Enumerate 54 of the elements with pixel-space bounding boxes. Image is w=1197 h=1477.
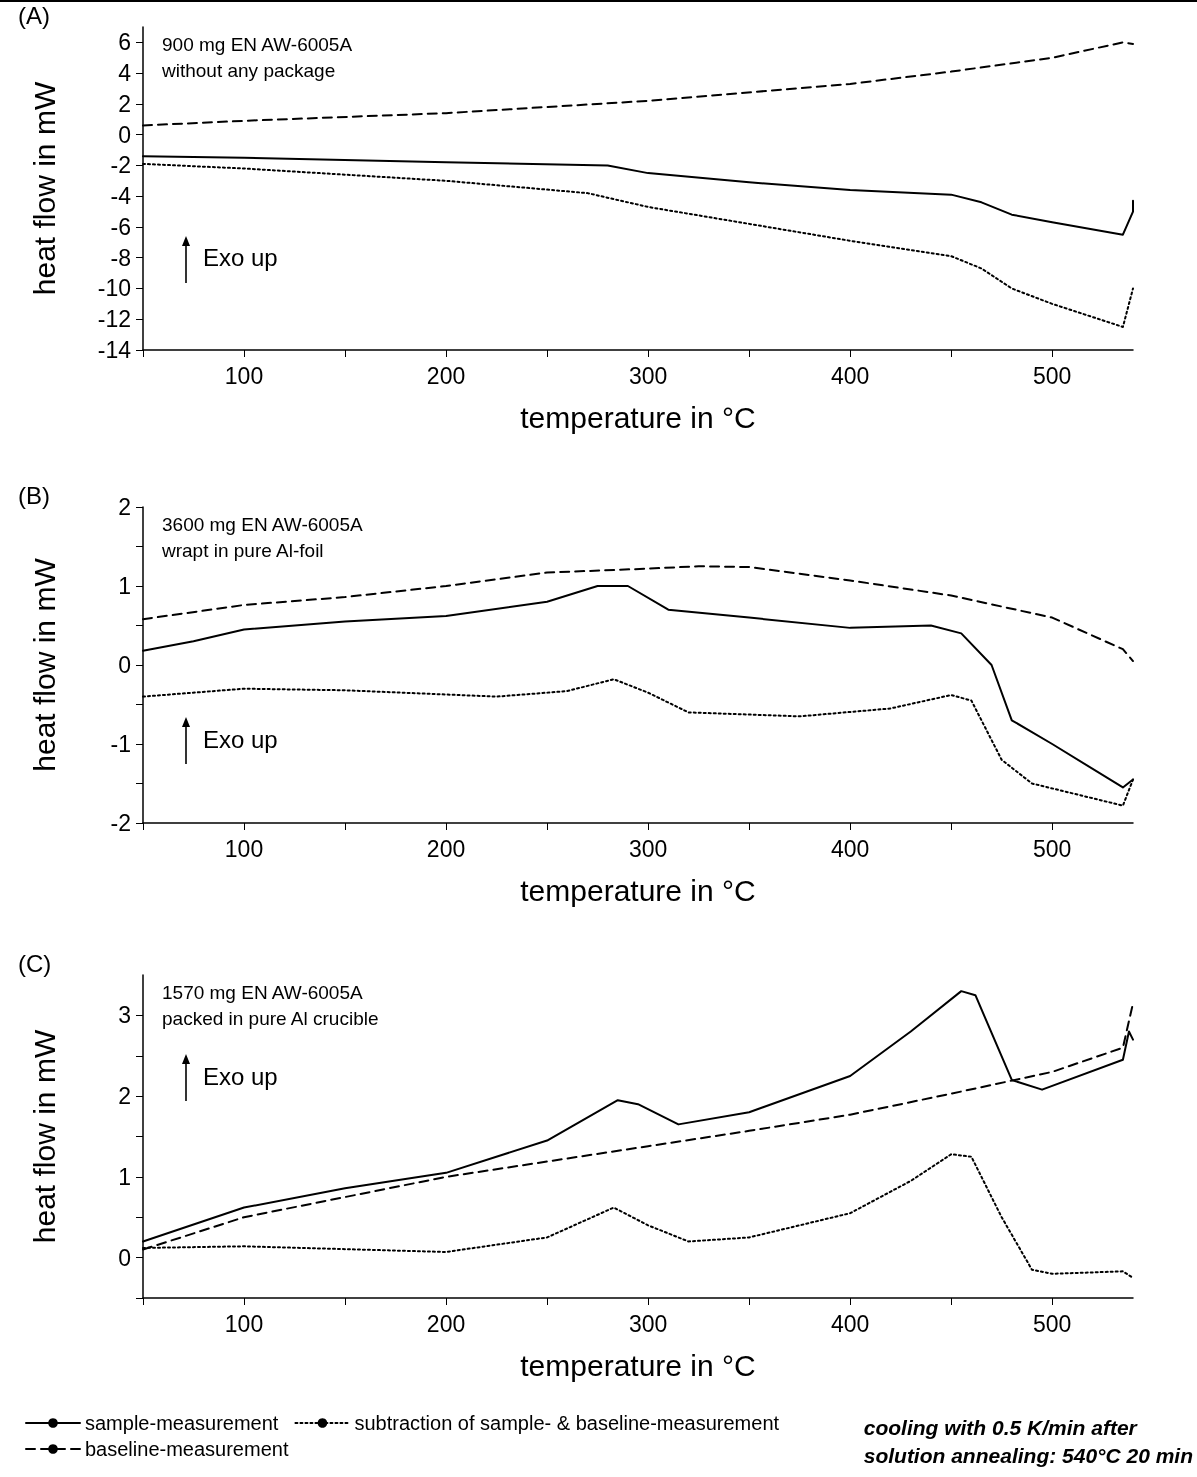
x-axis-title: temperature in °C — [520, 1348, 756, 1382]
y-tick-label: 2 — [118, 1083, 131, 1110]
chart-title: (A) — [18, 1, 50, 29]
x-axis-title: temperature in °C — [520, 873, 756, 907]
x-tick-label: 500 — [1033, 1310, 1072, 1337]
x-tick-label: 400 — [830, 362, 870, 389]
y-tick-label: -6 — [110, 213, 131, 240]
chart-title: (B) — [18, 481, 50, 509]
x-tick-label: 300 — [628, 1310, 668, 1337]
y-tick-label: 6 — [118, 29, 131, 56]
y-tick-label: -10 — [97, 275, 131, 302]
y-tick-label: -12 — [97, 306, 131, 333]
y-tick-label: 2 — [118, 494, 131, 520]
text: cooling with 0.5 K/min after solution annealing: 540°C 20 min — [863, 1415, 1193, 1467]
chart-title: (C) — [18, 949, 52, 977]
y-axis-title: heat flow in mW — [27, 557, 61, 772]
annotation: 900 mg EN AW-6005A without any package — [161, 33, 353, 81]
y-tick-label: 0 — [118, 652, 131, 678]
legend-label: subtraction of sample- & baseline-measurement — [354, 1412, 780, 1434]
x-tick-label: 300 — [628, 835, 668, 862]
x-tick-label: 500 — [1033, 835, 1072, 862]
y-tick-label: -4 — [110, 183, 132, 210]
y-tick-label: 0 — [118, 1244, 131, 1271]
x-tick-label: 500 — [1033, 362, 1072, 389]
x-tick-label: 400 — [830, 1310, 870, 1337]
y-tick-label: 1 — [118, 1163, 131, 1190]
x-tick-label: 100 — [224, 362, 264, 389]
annotation: Exo up — [203, 725, 278, 753]
x-tick-label: 200 — [426, 835, 466, 862]
x-tick-label: 200 — [426, 362, 466, 389]
y-tick-label: 4 — [118, 60, 132, 87]
y-axis-title: heat flow in mW — [27, 1029, 61, 1244]
annotation: Exo up — [203, 1062, 278, 1090]
y-tick-label: 0 — [118, 121, 131, 148]
y-tick-label: -8 — [110, 244, 131, 271]
y-tick-label: -1 — [110, 731, 131, 757]
legend-label: baseline-measurement — [85, 1438, 289, 1460]
y-tick-label: -2 — [110, 810, 131, 836]
annotation: 1570 mg EN AW-6005A packed in pure Al crucible — [162, 981, 379, 1029]
y-axis-title: heat flow in mW — [27, 81, 61, 296]
x-axis-title: temperature in °C — [520, 400, 756, 434]
y-tick-label: 2 — [118, 90, 131, 117]
annotation: 3600 mg EN AW-6005A wrapt in pure Al-foil — [161, 513, 363, 561]
x-tick-label: 100 — [224, 835, 264, 862]
x-tick-label: 300 — [628, 362, 668, 389]
x-tick-label: 400 — [830, 835, 870, 862]
annotation: Exo up — [203, 244, 278, 272]
y-tick-label: -2 — [110, 152, 131, 179]
y-tick-label: 1 — [118, 573, 131, 599]
y-tick-label: 3 — [118, 1002, 131, 1029]
y-tick-label: -14 — [97, 337, 132, 363]
x-tick-label: 200 — [426, 1310, 466, 1337]
legend-label: sample-measurement — [85, 1412, 279, 1434]
x-tick-label: 100 — [224, 1310, 264, 1337]
